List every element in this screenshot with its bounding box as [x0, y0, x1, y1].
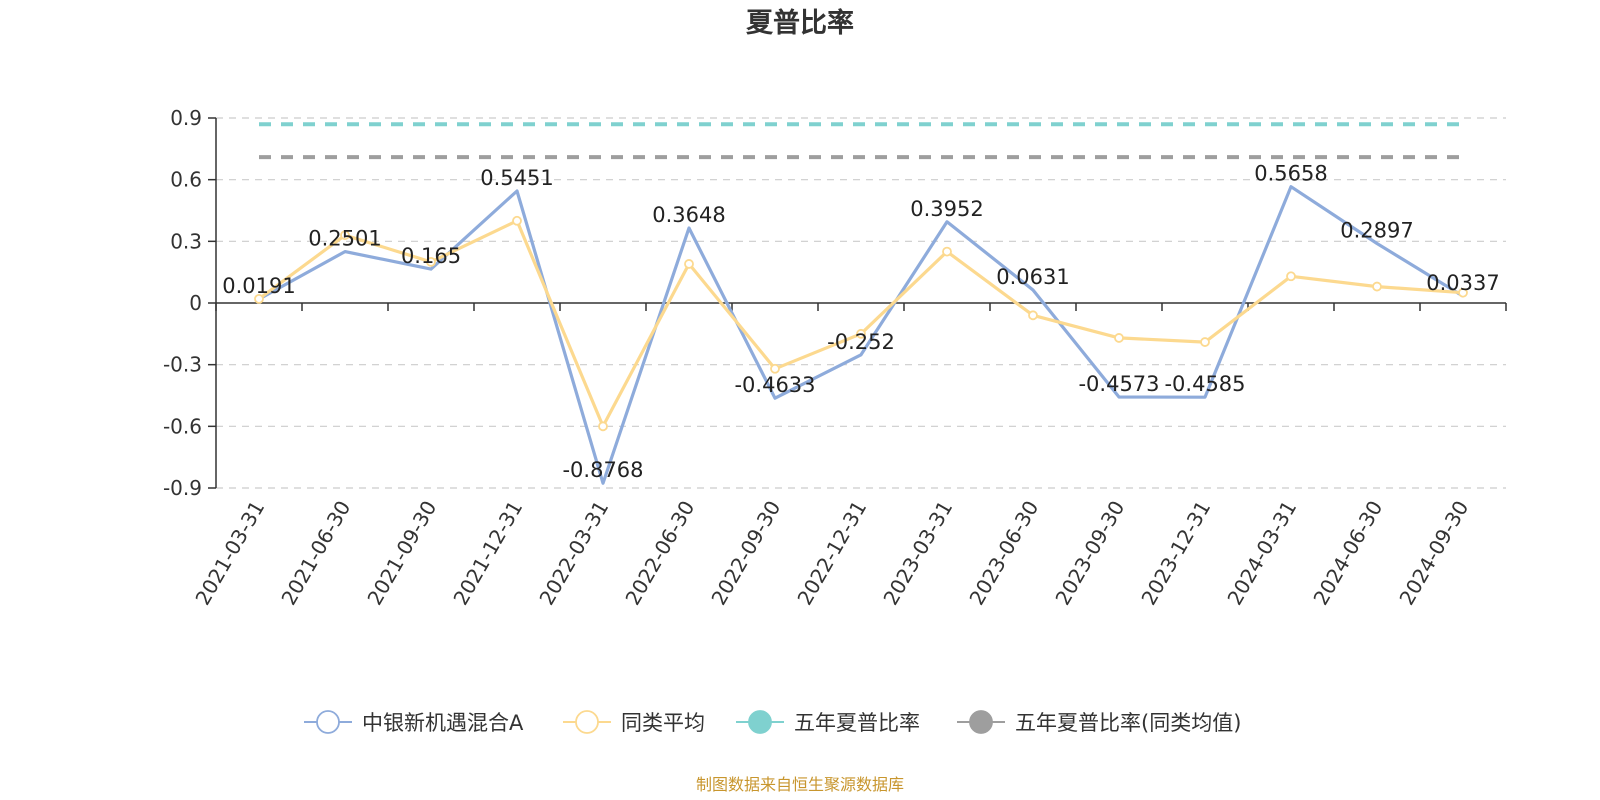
- series-point: [1372, 281, 1382, 292]
- data-label: 0.3952: [910, 197, 983, 221]
- legend-swatch-marker: [969, 710, 993, 734]
- series-line-0: [258, 185, 1464, 485]
- x-tick-label: 2024-09-30: [1394, 497, 1473, 610]
- series-point: [426, 256, 436, 267]
- chart-title: 夏普比率: [746, 7, 854, 39]
- legend-item: 五年夏普比率: [736, 710, 920, 735]
- series-point: [770, 363, 780, 374]
- series-point: [512, 215, 522, 226]
- x-tick-label: 2021-03-31: [190, 497, 269, 610]
- data-label: -0.4585: [1164, 372, 1245, 396]
- series-point: [1114, 333, 1124, 343]
- data-label: 0.0337: [1426, 271, 1499, 295]
- x-tick-label: 2021-12-31: [448, 497, 527, 610]
- x-tick-label: 2021-06-30: [276, 497, 355, 610]
- x-tick-label: 2024-06-30: [1308, 497, 1387, 610]
- x-tick-label: 2023-09-30: [1050, 497, 1129, 610]
- data-label: 0.3648: [652, 203, 725, 227]
- legend-label: 五年夏普比率(同类均值): [1015, 711, 1241, 735]
- x-tick-label: 2022-06-30: [620, 497, 699, 610]
- data-label: 0.5658: [1254, 162, 1327, 186]
- data-labels: 0.0191 0.2501 0.165 0.5451 -0.8768 0.3648 -0.4…: [222, 162, 1499, 483]
- series-point: [340, 230, 350, 241]
- x-tick-label: 2023-03-31: [878, 497, 957, 610]
- data-label: -0.8768: [562, 458, 643, 482]
- y-tick-label: -0.6: [163, 414, 202, 438]
- series-point: [942, 246, 952, 257]
- x-tick-label: 2021-09-30: [362, 497, 441, 610]
- data-label: 0.165: [401, 244, 461, 268]
- data-label: 0.0191: [222, 274, 295, 298]
- x-tick-label: 2022-12-31: [792, 497, 871, 610]
- x-tick-label: 2023-06-30: [964, 497, 1043, 610]
- data-label: 0.2501: [308, 227, 381, 251]
- data-label: 0.0631: [996, 265, 1069, 289]
- data-label: -0.4633: [734, 373, 815, 397]
- legend-item: 中银新机遇混合A: [304, 710, 524, 735]
- y-axis-ticks: 0.9 0.6 0.3 0 -0.3 -0.6 -0.9: [163, 106, 216, 500]
- series-lines: [254, 122, 1468, 485]
- y-tick-label: 0.3: [170, 229, 202, 253]
- source-note: 制图数据来自恒生聚源数据库: [696, 775, 904, 794]
- legend-label: 五年夏普比率: [794, 711, 920, 735]
- series-point: [1458, 287, 1468, 298]
- grid-lines: [216, 117, 1506, 489]
- y-tick-label: -0.9: [163, 476, 202, 500]
- legend-swatch-marker: [575, 710, 599, 734]
- data-label: -0.252: [827, 330, 895, 354]
- y-tick-label: 0.9: [170, 106, 202, 130]
- series-point: [1028, 310, 1038, 321]
- series-point: [856, 328, 866, 339]
- series-point: [684, 259, 694, 269]
- data-label: 0.5451: [480, 166, 553, 190]
- x-tick-label: 2022-09-30: [706, 497, 785, 610]
- legend-item: 同类平均: [563, 710, 705, 735]
- legend-item: 五年夏普比率(同类均值): [957, 710, 1241, 735]
- legend-label: 中银新机遇混合A: [362, 711, 524, 735]
- y-tick-label: 0.6: [170, 168, 202, 192]
- series-point: [1200, 337, 1210, 347]
- data-label: 0.2897: [1340, 218, 1413, 242]
- series-point: [254, 293, 264, 304]
- legend-swatch-marker: [748, 710, 772, 734]
- y-tick-label: 0: [189, 291, 202, 315]
- series-point: [598, 421, 608, 432]
- legend: 中银新机遇混合A 同类平均 五年夏普比率 五年夏普比率(同类均值): [304, 710, 1241, 735]
- x-tick-label: 2024-03-31: [1222, 497, 1301, 610]
- series-point: [1286, 271, 1296, 282]
- legend-swatch-marker: [316, 710, 340, 734]
- x-tick-label: 2022-03-31: [534, 497, 613, 610]
- y-tick-label: -0.3: [163, 353, 202, 377]
- x-tick-label: 2023-12-31: [1136, 497, 1215, 610]
- legend-label: 同类平均: [621, 711, 705, 735]
- data-label: -0.4573: [1078, 372, 1159, 396]
